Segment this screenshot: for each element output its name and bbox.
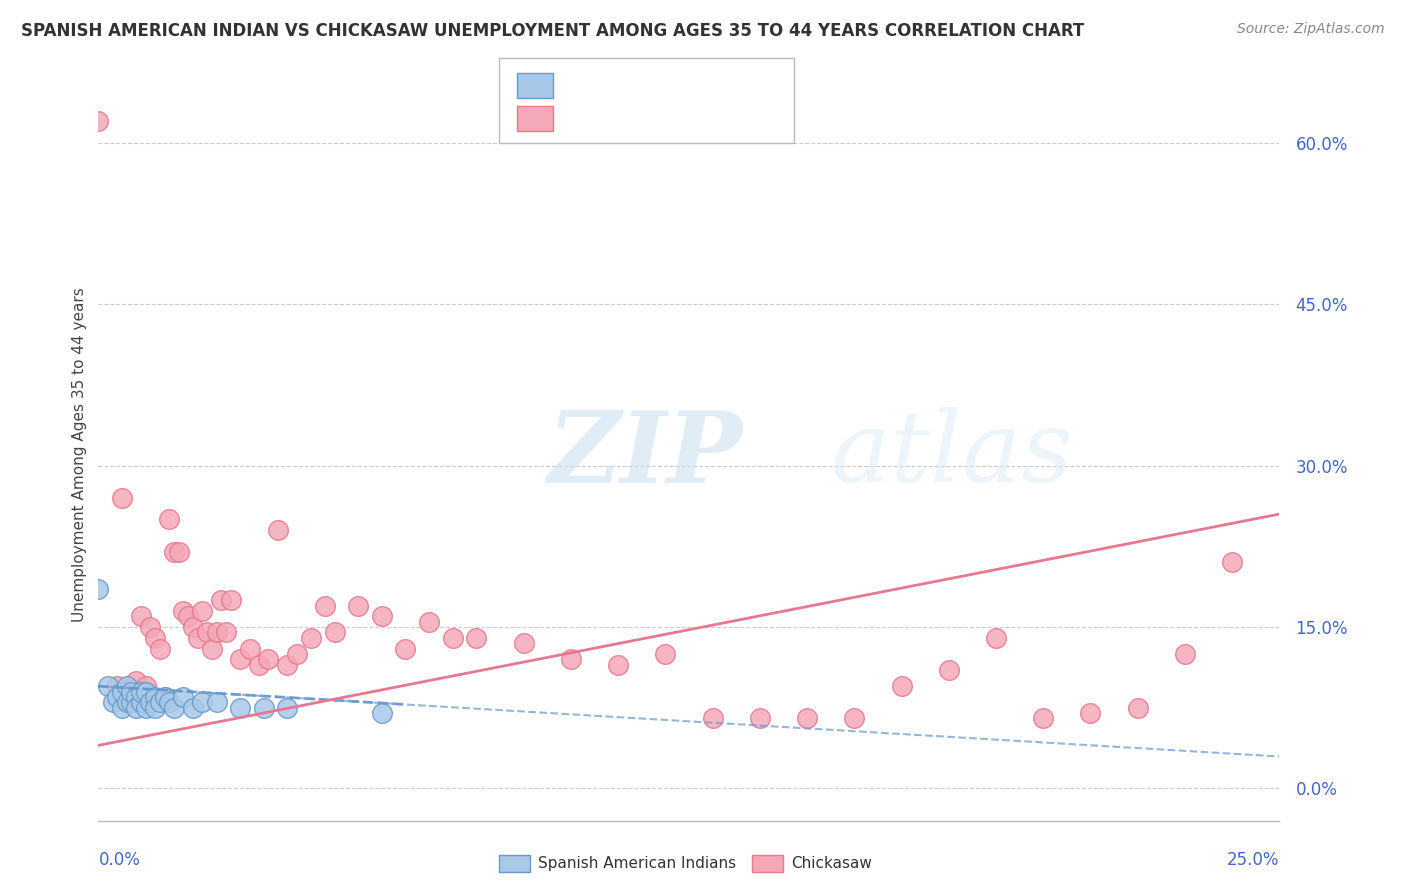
Point: [135, 679, 157, 693]
Point: [323, 625, 346, 640]
Point: [371, 609, 394, 624]
Point: [172, 604, 194, 618]
Point: [105, 679, 128, 693]
Point: [153, 690, 176, 704]
Point: [394, 641, 416, 656]
Text: R = -0.041  N = 31: R = -0.041 N = 31: [562, 76, 742, 94]
Point: [796, 711, 818, 725]
Point: [229, 652, 252, 666]
Point: [135, 684, 157, 698]
Point: [129, 695, 152, 709]
Point: [1080, 706, 1102, 720]
Y-axis label: Unemployment Among Ages 35 to 44 years: Unemployment Among Ages 35 to 44 years: [72, 287, 87, 623]
Point: [844, 711, 866, 725]
Point: [111, 684, 134, 698]
Point: [191, 695, 214, 709]
Point: [205, 625, 228, 640]
Point: [276, 657, 298, 672]
Point: [1174, 647, 1197, 661]
Point: [1220, 556, 1243, 570]
Point: [239, 641, 262, 656]
Point: [247, 657, 270, 672]
Point: [299, 631, 322, 645]
Text: Source: ZipAtlas.com: Source: ZipAtlas.com: [1237, 22, 1385, 37]
Point: [111, 491, 134, 505]
Point: [607, 657, 630, 672]
Point: [181, 700, 204, 714]
Point: [135, 700, 157, 714]
Point: [187, 631, 209, 645]
Point: [267, 523, 290, 537]
Text: 25.0%: 25.0%: [1227, 851, 1279, 869]
Text: ZIP: ZIP: [547, 407, 742, 503]
Point: [121, 684, 143, 698]
Point: [215, 625, 238, 640]
Point: [465, 631, 488, 645]
Text: Spanish American Indians: Spanish American Indians: [538, 856, 737, 871]
Point: [441, 631, 464, 645]
Point: [143, 690, 166, 704]
Point: [167, 545, 190, 559]
Point: [1126, 700, 1149, 714]
Text: SPANISH AMERICAN INDIAN VS CHICKASAW UNEMPLOYMENT AMONG AGES 35 TO 44 YEARS CORR: SPANISH AMERICAN INDIAN VS CHICKASAW UNE…: [21, 22, 1084, 40]
Point: [314, 599, 336, 613]
Point: [157, 695, 180, 709]
Point: [276, 700, 298, 714]
Point: [229, 700, 252, 714]
Point: [143, 700, 166, 714]
Point: [702, 711, 724, 725]
Text: Chickasaw: Chickasaw: [792, 856, 873, 871]
Point: [181, 620, 204, 634]
Point: [512, 636, 534, 650]
Point: [163, 700, 186, 714]
Text: 0.0%: 0.0%: [98, 851, 141, 869]
Point: [139, 695, 162, 709]
Point: [195, 625, 218, 640]
Point: [191, 604, 214, 618]
Point: [1032, 711, 1054, 725]
Point: [87, 114, 110, 128]
Point: [139, 620, 162, 634]
Point: [149, 641, 172, 656]
Point: [890, 679, 912, 693]
Point: [149, 695, 172, 709]
Point: [125, 690, 148, 704]
Point: [257, 652, 280, 666]
Point: [984, 631, 1007, 645]
Text: atlas: atlas: [831, 408, 1073, 502]
Point: [157, 512, 180, 526]
Point: [115, 690, 138, 704]
Point: [101, 695, 124, 709]
Point: [115, 679, 138, 693]
Point: [129, 684, 152, 698]
Point: [97, 679, 120, 693]
Point: [654, 647, 676, 661]
Point: [285, 647, 308, 661]
Point: [209, 593, 232, 607]
Point: [560, 652, 582, 666]
Point: [105, 690, 128, 704]
Point: [371, 706, 394, 720]
Point: [201, 641, 224, 656]
Point: [111, 700, 134, 714]
Point: [125, 673, 148, 688]
Point: [418, 615, 440, 629]
Point: [163, 545, 186, 559]
Point: [153, 690, 176, 704]
Point: [347, 599, 370, 613]
Point: [205, 695, 228, 709]
Point: [125, 700, 148, 714]
Point: [87, 582, 110, 597]
Point: [129, 609, 152, 624]
Point: [143, 631, 166, 645]
Point: [121, 695, 143, 709]
Point: [253, 700, 276, 714]
Point: [748, 711, 770, 725]
Point: [219, 593, 242, 607]
Point: [177, 609, 200, 624]
Text: R =  0.374  N = 57: R = 0.374 N = 57: [562, 110, 742, 128]
Point: [115, 695, 138, 709]
Point: [938, 663, 960, 677]
Point: [172, 690, 194, 704]
